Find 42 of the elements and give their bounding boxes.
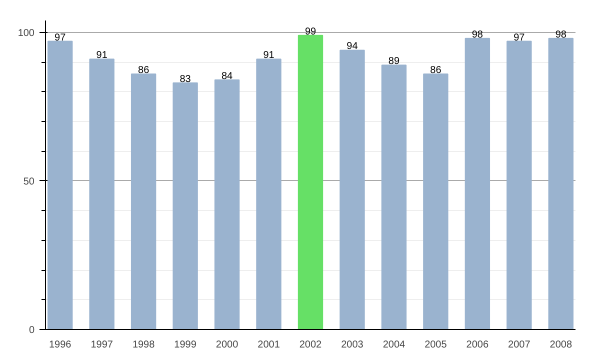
x-tick-label: 2000 xyxy=(216,340,239,350)
y-tick-label: 50 xyxy=(23,176,35,188)
bar xyxy=(548,38,574,330)
x-tick-label: 2005 xyxy=(424,340,448,350)
bar xyxy=(464,38,490,330)
x-tick-label: 2001 xyxy=(258,340,280,350)
bar xyxy=(506,40,532,330)
y-tick-label: 0 xyxy=(28,325,35,336)
data-label: 98 xyxy=(472,29,484,40)
bar xyxy=(48,40,73,330)
x-tick-label: 1998 xyxy=(132,340,156,350)
bar xyxy=(340,50,365,330)
data-label: 98 xyxy=(555,29,567,40)
bar xyxy=(214,79,240,330)
bar xyxy=(130,73,156,330)
x-tick-label: 2008 xyxy=(550,340,572,350)
x-tick-label: 2006 xyxy=(466,340,489,350)
x-tick-label: 2007 xyxy=(508,340,531,350)
bar xyxy=(298,34,324,330)
bar xyxy=(423,73,448,330)
bar xyxy=(89,58,114,330)
data-label: 84 xyxy=(221,70,234,82)
data-label: 97 xyxy=(514,32,526,44)
data-label: 94 xyxy=(346,41,358,52)
x-tick-label: 2003 xyxy=(341,340,364,350)
data-label: 86 xyxy=(430,64,442,76)
x-tick-label: 1997 xyxy=(90,340,114,350)
data-label: 83 xyxy=(180,74,192,85)
data-label: 91 xyxy=(263,50,275,62)
data-label: 91 xyxy=(96,50,108,62)
data-label: 89 xyxy=(388,56,400,68)
y-tick-label: 100 xyxy=(18,28,35,39)
x-tick-label: 1999 xyxy=(174,340,197,350)
data-label: 97 xyxy=(54,32,66,44)
x-tick-label: 2002 xyxy=(299,340,322,350)
bar xyxy=(256,58,282,330)
data-label: 86 xyxy=(138,64,150,76)
bar xyxy=(381,64,407,330)
x-tick-label: 2004 xyxy=(382,340,406,350)
bar xyxy=(172,82,198,330)
data-label: 99 xyxy=(304,26,316,38)
x-tick-label: 1996 xyxy=(48,340,72,350)
